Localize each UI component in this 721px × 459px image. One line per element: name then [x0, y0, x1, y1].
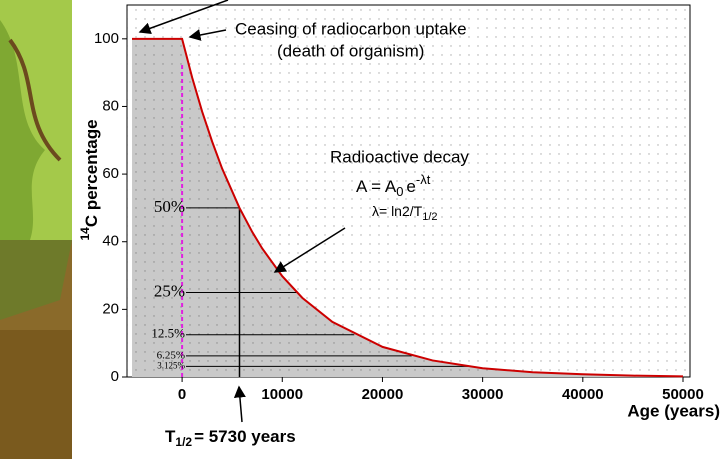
y-tick-label: 100 [94, 30, 119, 47]
half-life-label: T1/2= 5730 years [165, 427, 296, 449]
level-label: 12.5% [151, 326, 185, 341]
chart: 50%25%12.5%6.25%3.125% Ceasing of radioc… [0, 0, 721, 459]
level-label: 3.125% [157, 360, 185, 370]
formula-part: -λt [416, 172, 431, 187]
x-tick-label: 50000 [662, 386, 704, 403]
x-tick-label: 40000 [562, 386, 604, 403]
level-label: 50% [154, 197, 185, 216]
annotation: Radioactive decay [330, 147, 469, 166]
y-axis-label: 14C percentage [78, 119, 101, 240]
y-tick-label: 60 [102, 165, 119, 182]
lambda-part: λ= ln2/T [372, 203, 423, 219]
background-decoration [0, 0, 72, 459]
x-tick-label: 20000 [362, 386, 404, 403]
x-tick-label: 10000 [261, 386, 303, 403]
level-label: 25% [154, 281, 185, 300]
formula-part: 0 [396, 184, 403, 199]
arrow [239, 387, 242, 422]
x-axis-label: Age (years) [627, 401, 720, 420]
y-tick-label: 80 [102, 97, 119, 114]
y-tick-label: 20 [102, 300, 119, 317]
half-life-part: T [165, 427, 176, 446]
annotation: (death of organism) [277, 41, 424, 60]
half-life-part: 1/2 [175, 435, 192, 449]
y-axis-label-part: 14 [78, 227, 92, 241]
x-tick-label: 30000 [462, 386, 504, 403]
formula-part: A = A [356, 177, 397, 196]
y-tick-label: 40 [102, 233, 119, 250]
annotation: Ceasing of radiocarbon uptake [235, 19, 467, 38]
y-tick-label: 0 [111, 368, 119, 385]
x-tick-label: 0 [178, 386, 186, 403]
formula-part: e [406, 177, 415, 196]
lambda-part: 1/2 [422, 211, 437, 223]
half-life-part: = 5730 years [194, 427, 296, 446]
y-axis-label-part: C percentage [82, 119, 101, 227]
